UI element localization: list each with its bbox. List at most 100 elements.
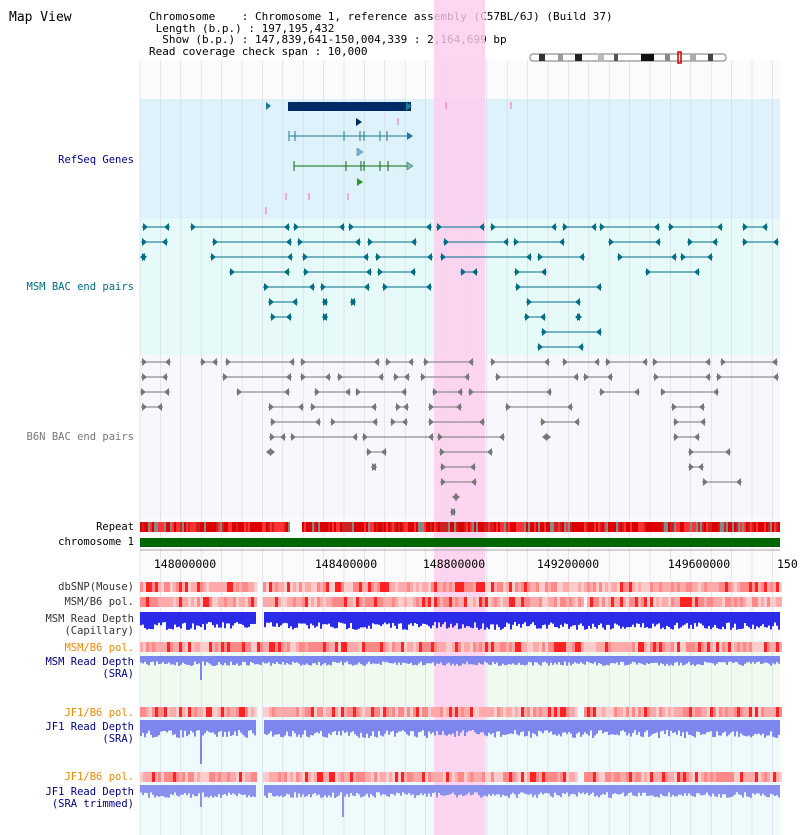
polymorphism-tracks[interactable] bbox=[140, 582, 782, 782]
b6n-bac-pair[interactable] bbox=[225, 358, 295, 366]
read-depth-bars[interactable] bbox=[140, 785, 780, 817]
msm-bac-pair[interactable] bbox=[367, 238, 417, 246]
msm-bac-pair[interactable] bbox=[322, 313, 328, 321]
b6n-bac-pair[interactable] bbox=[440, 478, 477, 486]
msm-bac-pair[interactable] bbox=[350, 298, 356, 306]
b6n-bac-pair[interactable] bbox=[720, 358, 778, 366]
msm-bac-pair[interactable] bbox=[599, 223, 660, 231]
msm-bac-pair[interactable] bbox=[212, 238, 292, 246]
msm-bac-pair[interactable] bbox=[575, 313, 582, 321]
refseq-genes-track[interactable] bbox=[265, 102, 512, 214]
msm-bac-pair[interactable] bbox=[293, 223, 345, 231]
msm-bac-pair[interactable] bbox=[526, 298, 581, 306]
b6n-bac-pair[interactable] bbox=[702, 478, 742, 486]
b6n-bac-pair[interactable] bbox=[660, 388, 719, 396]
b6n-bac-pair[interactable] bbox=[314, 388, 351, 396]
msm-bac-pair[interactable] bbox=[229, 268, 290, 276]
msm-bac-pair[interactable] bbox=[524, 313, 546, 321]
msm-bac-pair[interactable] bbox=[377, 268, 416, 276]
msm-bac-pair[interactable] bbox=[687, 238, 718, 246]
gene-arrow[interactable] bbox=[406, 102, 412, 111]
b6n-bac-pair[interactable] bbox=[652, 358, 711, 366]
b6n-bac-pair[interactable] bbox=[437, 433, 505, 441]
b6n-bac-pair[interactable] bbox=[371, 463, 377, 471]
b6n-bac-pair[interactable] bbox=[540, 418, 580, 426]
b6n-bac-pair[interactable] bbox=[420, 373, 470, 381]
read-depth-bars[interactable] bbox=[140, 656, 780, 680]
msm-bac-pair[interactable] bbox=[514, 268, 547, 276]
gene-arrow[interactable] bbox=[266, 102, 271, 110]
gene-structure[interactable] bbox=[293, 161, 414, 171]
chromosome-ideogram[interactable] bbox=[529, 51, 727, 64]
b6n-bac-pair[interactable] bbox=[330, 418, 378, 426]
b6n-bac-pair[interactable] bbox=[266, 448, 275, 456]
b6n-bac-pair[interactable] bbox=[395, 403, 409, 411]
msm-bac-pair[interactable] bbox=[537, 343, 584, 351]
msm-bac-pair[interactable] bbox=[490, 223, 557, 231]
gene-block[interactable] bbox=[288, 102, 411, 111]
b6n-bac-pair[interactable] bbox=[236, 388, 290, 396]
b6n-bac-pair[interactable] bbox=[450, 508, 456, 516]
msm-bac-pair[interactable] bbox=[270, 313, 292, 321]
b6n-bac-pair[interactable] bbox=[300, 358, 380, 366]
b6n-bac-pair[interactable] bbox=[653, 373, 711, 381]
msm-bac-pair[interactable] bbox=[375, 253, 433, 261]
msm-bac-pair[interactable] bbox=[297, 238, 361, 246]
b6n-bac-pair[interactable] bbox=[673, 433, 700, 441]
b6n-bac-pair[interactable] bbox=[688, 448, 731, 456]
polymorphism-strip[interactable] bbox=[140, 772, 782, 782]
msm-bac-pair[interactable] bbox=[320, 283, 370, 291]
msm-bac-pair[interactable] bbox=[303, 268, 372, 276]
b6n-bac-pair[interactable] bbox=[141, 373, 168, 381]
track-label-msm-bac[interactable]: MSM BAC end pairs bbox=[26, 281, 134, 293]
track-label-b6n-bac[interactable]: B6N BAC end pairs bbox=[26, 431, 134, 443]
b6n-bac-pair[interactable] bbox=[300, 373, 331, 381]
msm-bac-pair[interactable] bbox=[140, 253, 147, 261]
msm-bac-pair[interactable] bbox=[460, 268, 478, 276]
msm-bac-pair[interactable] bbox=[348, 223, 432, 231]
msm-bac-pair[interactable] bbox=[515, 283, 602, 291]
b6n-bac-pair[interactable] bbox=[362, 433, 434, 441]
msm-bac-pair[interactable] bbox=[645, 268, 700, 276]
b6n-bac-pair[interactable] bbox=[141, 358, 171, 366]
msm-bac-pair[interactable] bbox=[443, 238, 509, 246]
b6n-bac-pair[interactable] bbox=[490, 358, 550, 366]
msm-bac-pair[interactable] bbox=[210, 253, 293, 261]
msm-bac-pair[interactable] bbox=[668, 223, 723, 231]
msm-bac-pairs-track[interactable] bbox=[140, 223, 779, 351]
b6n-bac-pair[interactable] bbox=[562, 358, 600, 366]
b6n-bac-pair[interactable] bbox=[428, 403, 462, 411]
gene-arrow[interactable] bbox=[356, 147, 364, 157]
msm-bac-pair[interactable] bbox=[263, 283, 315, 291]
msm-bac-pair[interactable] bbox=[440, 253, 532, 261]
b6n-bac-pair[interactable] bbox=[671, 403, 705, 411]
msm-bac-pair[interactable] bbox=[382, 283, 432, 291]
b6n-bac-pair[interactable] bbox=[337, 373, 384, 381]
b6n-bac-pair[interactable] bbox=[428, 418, 485, 426]
b6n-bac-pair[interactable] bbox=[583, 373, 613, 381]
b6n-bac-pair[interactable] bbox=[599, 388, 640, 396]
msm-bac-pair[interactable] bbox=[742, 223, 768, 231]
msm-bac-pair[interactable] bbox=[190, 223, 290, 231]
b6n-bac-pair[interactable] bbox=[390, 418, 408, 426]
b6n-bac-pair[interactable] bbox=[495, 373, 579, 381]
b6n-bac-pair[interactable] bbox=[605, 358, 648, 366]
b6n-bac-pair[interactable] bbox=[270, 418, 321, 426]
polymorphism-strip[interactable] bbox=[140, 707, 782, 717]
b6n-bac-pair[interactable] bbox=[468, 388, 552, 396]
b6n-bac-pair[interactable] bbox=[366, 448, 387, 456]
msm-bac-pair[interactable] bbox=[680, 253, 713, 261]
b6n-bac-pair[interactable] bbox=[141, 403, 163, 411]
polymorphism-strip[interactable] bbox=[140, 642, 782, 652]
b6n-bac-pair[interactable] bbox=[355, 388, 407, 396]
b6n-bac-pair[interactable] bbox=[542, 433, 551, 441]
b6n-bac-pair[interactable] bbox=[200, 358, 218, 366]
gene-arrow[interactable] bbox=[356, 118, 362, 126]
b6n-bac-pair[interactable] bbox=[393, 373, 410, 381]
b6n-bac-pairs-track[interactable] bbox=[140, 358, 779, 516]
msm-bac-pair[interactable] bbox=[513, 238, 565, 246]
b6n-bac-pair[interactable] bbox=[269, 433, 286, 441]
repeat-track[interactable] bbox=[140, 522, 780, 532]
msm-bac-pair[interactable] bbox=[562, 223, 597, 231]
